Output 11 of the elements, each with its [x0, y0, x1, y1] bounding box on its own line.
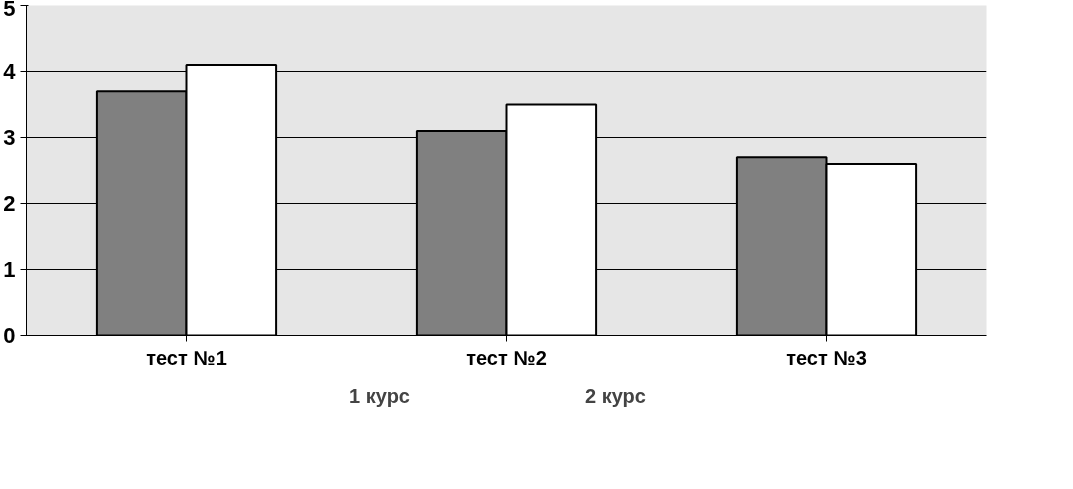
- y-tick-label: 1: [3, 257, 16, 282]
- x-tick-label: тест №1: [146, 346, 227, 369]
- text: 2 курс: [584, 384, 646, 408]
- y-tick-label: 2: [3, 191, 16, 216]
- y-tick-label: 4: [3, 59, 17, 84]
- x-tick-label: тест №2: [466, 346, 547, 369]
- y-tick-label: 3: [3, 125, 16, 150]
- y-tick-label: 0: [3, 323, 16, 348]
- text: 1 курс: [349, 384, 410, 408]
- y-tick-label: 5: [3, 0, 16, 21]
- x-tick-label: тест №3: [786, 346, 867, 369]
